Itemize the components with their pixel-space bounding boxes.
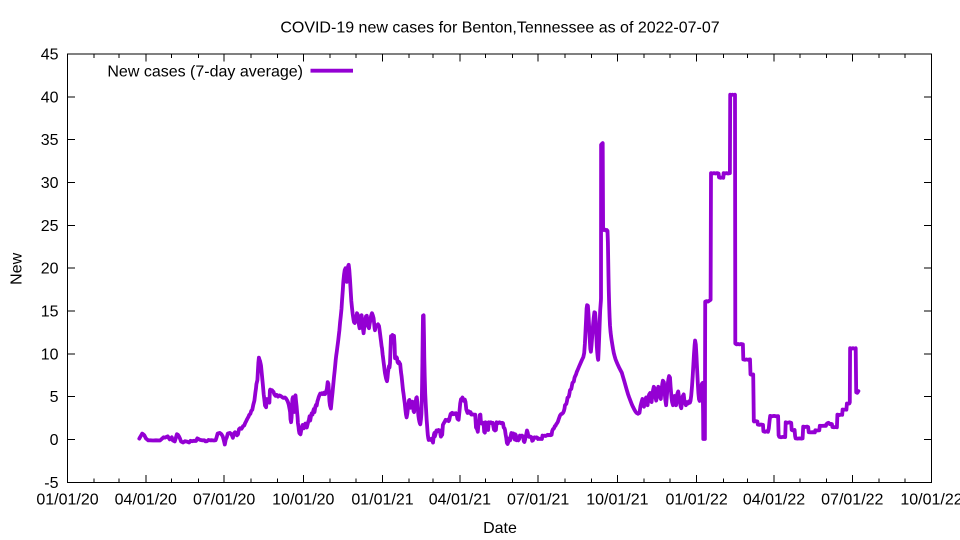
svg-text:45: 45 xyxy=(41,47,59,64)
svg-text:35: 35 xyxy=(41,132,59,149)
svg-text:07/01/20: 07/01/20 xyxy=(193,492,255,509)
svg-text:0: 0 xyxy=(50,432,59,449)
svg-text:15: 15 xyxy=(41,304,59,321)
svg-text:04/01/21: 04/01/21 xyxy=(429,492,491,509)
svg-text:01/01/22: 01/01/22 xyxy=(665,492,727,509)
svg-text:Date: Date xyxy=(483,520,517,537)
svg-text:10: 10 xyxy=(41,346,59,363)
svg-text:10/01/20: 10/01/20 xyxy=(272,492,334,509)
svg-text:5: 5 xyxy=(50,389,59,406)
svg-text:07/01/22: 07/01/22 xyxy=(821,492,883,509)
svg-text:COVID-19 new cases for Benton,: COVID-19 new cases for Benton,Tennessee … xyxy=(280,20,719,37)
svg-text:20: 20 xyxy=(41,261,59,278)
svg-text:10/01/22: 10/01/22 xyxy=(900,492,960,509)
svg-text:New: New xyxy=(9,252,26,284)
svg-text:01/01/20: 01/01/20 xyxy=(36,492,98,509)
svg-text:25: 25 xyxy=(41,218,59,235)
svg-text:07/01/21: 07/01/21 xyxy=(507,492,569,509)
svg-text:30: 30 xyxy=(41,175,59,192)
svg-text:40: 40 xyxy=(41,89,59,106)
svg-text:01/01/21: 01/01/21 xyxy=(351,492,413,509)
svg-text:04/01/22: 04/01/22 xyxy=(743,492,805,509)
svg-text:04/01/20: 04/01/20 xyxy=(115,492,177,509)
svg-text:10/01/21: 10/01/21 xyxy=(586,492,648,509)
svg-text:New cases (7-day average): New cases (7-day average) xyxy=(107,64,303,81)
svg-text:-5: -5 xyxy=(44,475,58,492)
